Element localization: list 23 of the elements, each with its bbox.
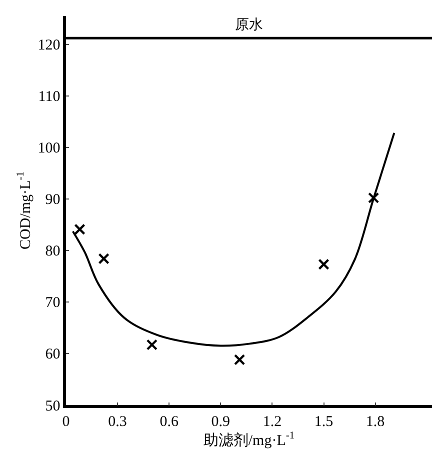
x-tick-label: 0.6 [160,414,179,430]
y-tick-label: 60 [45,346,60,363]
x-tick-label: 1.2 [262,414,282,430]
point [98,253,110,264]
x-axis-title: 助滤剂/mg·L$^{-1}$ [203,430,295,449]
y-tick-label: 110 [38,89,60,106]
point [234,354,246,366]
y-tick-label: 100 [38,140,60,157]
point [368,192,380,204]
y-tick-label: 90 [45,192,60,208]
point [318,258,330,270]
x-tick-label: 0.3 [108,414,127,430]
y-tick-label: 50 [45,398,60,414]
ref-line-label: 原水 [235,17,263,33]
point [146,339,158,350]
x-tick-label: 0 [62,414,70,430]
y-tick-label: 80 [45,244,60,260]
x-tick-label: 1.5 [314,414,334,430]
line-series [72,132,396,347]
x-tick-label: 0.9 [211,414,230,430]
x-tick-label: 1.8 [366,414,385,430]
y-tick-label: 120 [38,38,60,54]
y-tick-label: 70 [45,295,60,312]
